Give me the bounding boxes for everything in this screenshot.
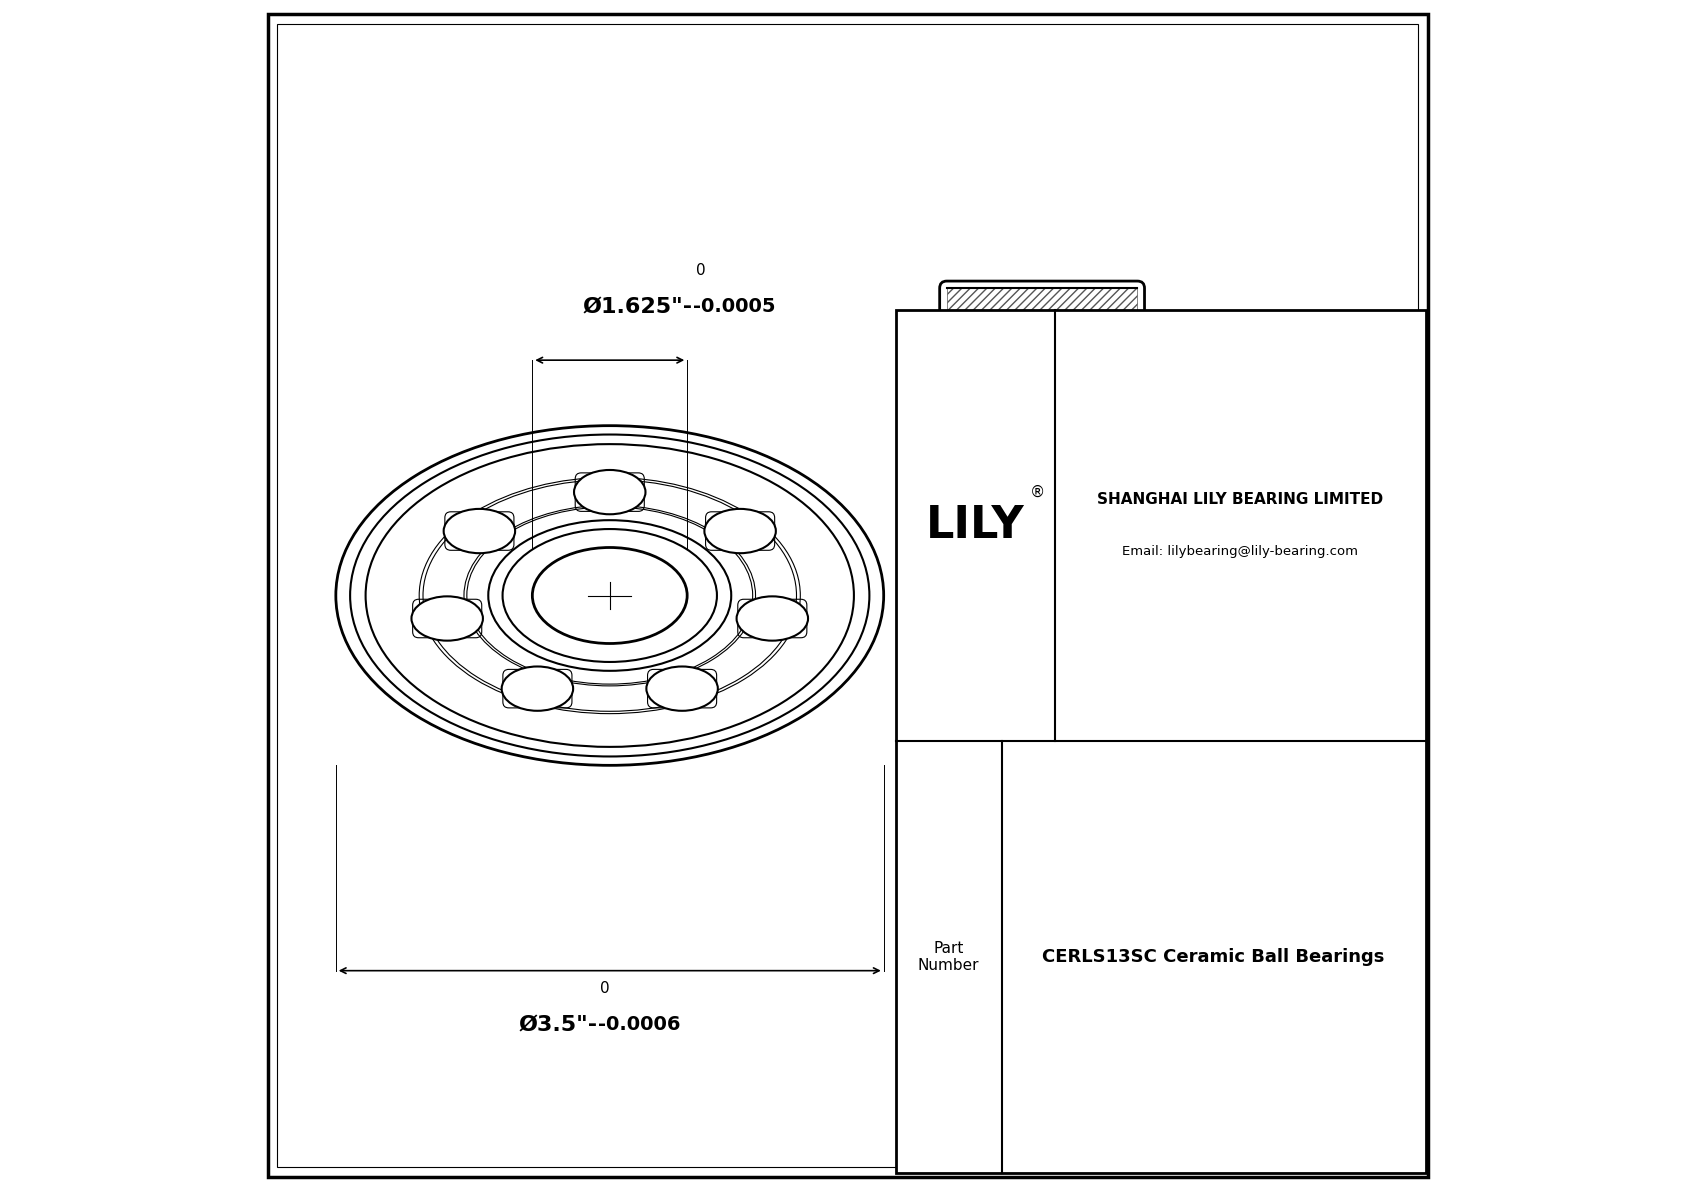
Text: Ø1.625"-: Ø1.625"- bbox=[583, 297, 694, 317]
Text: -0.0005: -0.0005 bbox=[694, 297, 776, 316]
Text: CERLS13SC Ceramic Ball Bearings: CERLS13SC Ceramic Ball Bearings bbox=[1042, 948, 1384, 966]
Ellipse shape bbox=[574, 470, 645, 515]
Bar bbox=[946, 791, 1137, 905]
Bar bbox=[896, 310, 1426, 1173]
Ellipse shape bbox=[1199, 869, 1426, 1167]
Text: -0.0006: -0.0006 bbox=[598, 1015, 680, 1034]
Text: SHANGHAI LILY BEARING LIMITED: SHANGHAI LILY BEARING LIMITED bbox=[1096, 492, 1383, 507]
Text: 0: 0 bbox=[695, 263, 706, 279]
Ellipse shape bbox=[1329, 1087, 1347, 1097]
Ellipse shape bbox=[1000, 425, 1084, 573]
Text: 0.75"-: 0.75"- bbox=[960, 1015, 1036, 1034]
Ellipse shape bbox=[1354, 1100, 1372, 1111]
Ellipse shape bbox=[1202, 1043, 1423, 1156]
Bar bbox=[946, 791, 1137, 905]
Ellipse shape bbox=[736, 597, 808, 641]
Ellipse shape bbox=[1241, 1093, 1260, 1104]
Ellipse shape bbox=[1273, 1087, 1292, 1097]
Bar bbox=[999, 475, 1017, 524]
Text: Part
Number: Part Number bbox=[918, 941, 980, 973]
Text: Email: lilybearing@lily-bearing.com: Email: lilybearing@lily-bearing.com bbox=[1122, 545, 1357, 559]
Text: LILY: LILY bbox=[926, 504, 1024, 547]
Bar bbox=[999, 669, 1017, 718]
Ellipse shape bbox=[1275, 1079, 1351, 1121]
Text: ®: ® bbox=[1029, 485, 1044, 500]
Text: -0.005: -0.005 bbox=[1036, 1015, 1105, 1034]
Ellipse shape bbox=[1255, 1100, 1273, 1111]
Bar bbox=[946, 288, 1137, 403]
Ellipse shape bbox=[647, 667, 717, 711]
Text: Ø3.5"-: Ø3.5"- bbox=[519, 1015, 598, 1034]
Ellipse shape bbox=[443, 509, 515, 553]
Text: 0: 0 bbox=[600, 981, 610, 996]
Ellipse shape bbox=[1364, 1092, 1383, 1103]
Bar bbox=[999, 475, 1017, 524]
Ellipse shape bbox=[704, 509, 776, 553]
Ellipse shape bbox=[411, 597, 483, 641]
Text: 0: 0 bbox=[1039, 981, 1047, 996]
Bar bbox=[946, 288, 1137, 403]
Ellipse shape bbox=[502, 667, 573, 711]
FancyBboxPatch shape bbox=[940, 281, 1145, 912]
Ellipse shape bbox=[1000, 621, 1084, 768]
Ellipse shape bbox=[1305, 1104, 1324, 1115]
Bar bbox=[999, 669, 1017, 718]
